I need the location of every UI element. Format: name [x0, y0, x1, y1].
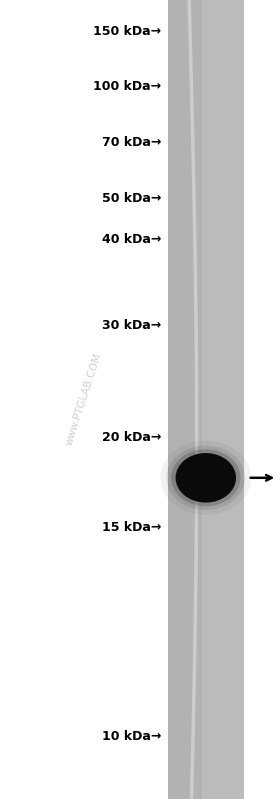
Ellipse shape	[167, 446, 245, 510]
Text: 10 kDa→: 10 kDa→	[102, 730, 161, 743]
Ellipse shape	[171, 449, 241, 507]
Text: 40 kDa→: 40 kDa→	[102, 233, 161, 246]
Bar	[202, 0, 244, 799]
Text: 50 kDa→: 50 kDa→	[102, 192, 161, 205]
Text: 70 kDa→: 70 kDa→	[102, 136, 161, 149]
Text: 30 kDa→: 30 kDa→	[102, 320, 161, 332]
Text: www.PTGLAB.COM: www.PTGLAB.COM	[64, 352, 104, 447]
Ellipse shape	[176, 453, 236, 503]
Text: 15 kDa→: 15 kDa→	[102, 521, 161, 534]
Text: 150 kDa→: 150 kDa→	[93, 26, 161, 38]
Bar	[168, 0, 244, 799]
Text: 20 kDa→: 20 kDa→	[102, 431, 161, 444]
Ellipse shape	[160, 440, 251, 515]
Text: 100 kDa→: 100 kDa→	[93, 80, 161, 93]
